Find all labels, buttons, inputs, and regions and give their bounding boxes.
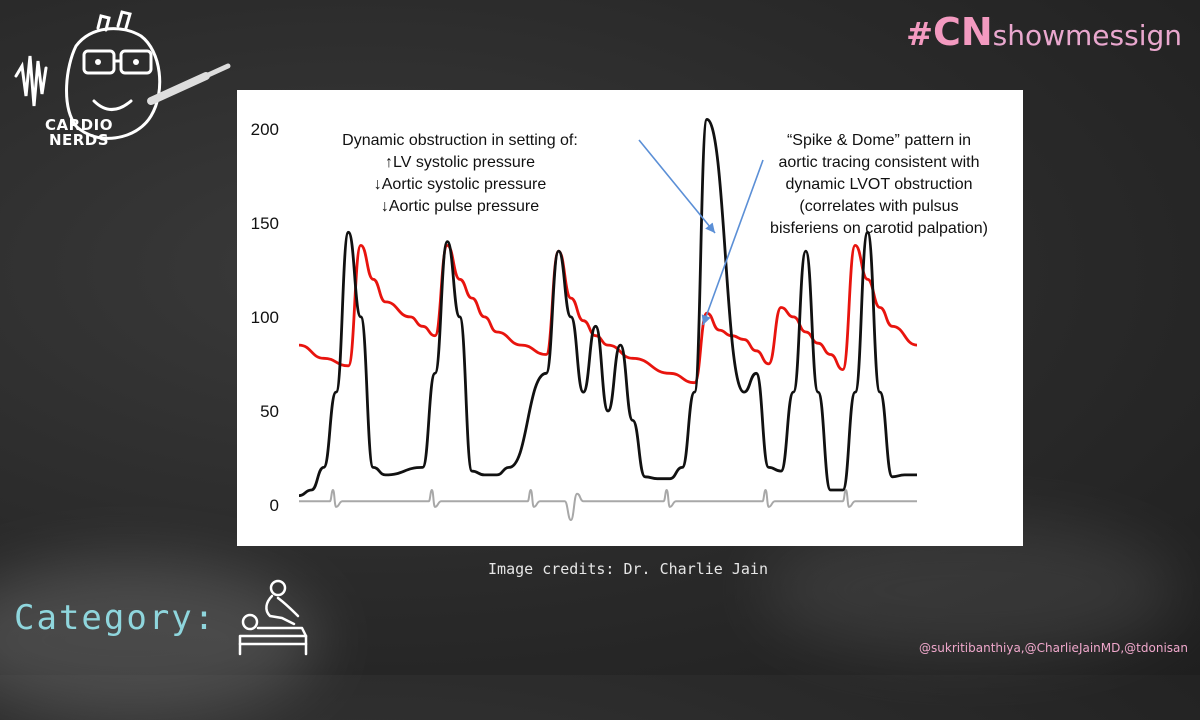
y-tick-label: 50 [260,402,279,421]
left-annotation-line: ↓Aortic pulse pressure [380,198,540,215]
left-arrow [638,139,716,234]
image-credit: Image credits: Dr. Charlie Jain [488,560,768,578]
cardionerds-logo [14,10,231,140]
hashtag-rest: showmessign [992,19,1182,52]
y-tick-label: 150 [251,214,279,233]
logo-line-1: CARDIO [45,116,113,134]
logo-line-2: NERDS [48,131,110,149]
category-label: Category: [14,598,217,638]
right-arrow [701,159,764,326]
left-annotation: Dynamic obstruction in setting of: ↑LV s… [329,130,591,218]
chart-panel: 0 50 100 150 200 Dynamic obstruction in sett… [237,90,1023,546]
physical-exam-icon [238,579,308,656]
y-tick-label: 100 [251,308,279,327]
right-annotation-line: “Spike & Dome” pattern in [786,132,972,149]
y-axis-ticks: 0 50 100 150 200 [251,120,279,515]
y-tick-label: 0 [270,496,279,515]
hashtag: #CNshowmessign [906,10,1182,54]
author-handles: @sukritibanthiya,@CharlieJainMD,@tdonisa… [919,641,1188,655]
left-annotation-line: Dynamic obstruction in setting of: [342,132,578,149]
y-tick-label: 200 [251,120,279,139]
right-annotation-line: (correlates with pulsus [799,198,959,215]
right-annotation-line: dynamic LVOT obstruction [785,176,973,193]
right-annotation-line: bisferiens on carotid palpation) [770,220,988,237]
lv-trace [298,118,917,497]
annotation-arrows [638,139,764,326]
left-annotation-line: ↑LV systolic pressure [385,154,535,171]
hashtag-cn: CN [932,10,993,54]
ecg-trace [299,489,917,521]
right-annotation-line: aortic tracing consistent with [778,154,980,171]
pressure-traces [298,118,918,521]
hashtag-symbol: # [906,15,933,53]
right-annotation: “Spike & Dome” pattern in aortic tracing… [737,130,1021,240]
pressure-chart: 0 50 100 150 200 [251,118,918,521]
aortic-trace [298,244,918,385]
left-annotation-line: ↓Aortic systolic pressure [373,176,547,193]
logo-text: CARDIO NERDS [34,118,124,148]
